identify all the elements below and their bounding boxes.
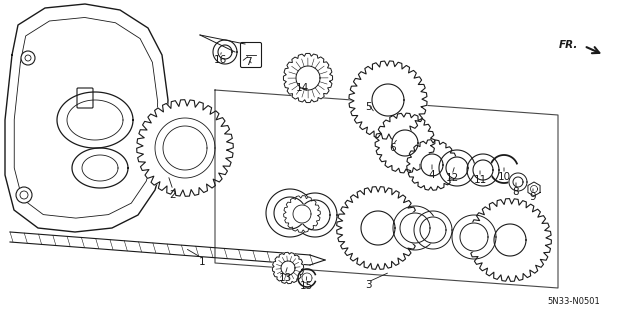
Polygon shape [293, 205, 311, 223]
Circle shape [25, 55, 31, 61]
Polygon shape [57, 92, 133, 148]
Polygon shape [420, 217, 446, 243]
Polygon shape [300, 200, 330, 230]
Polygon shape [293, 193, 337, 237]
Polygon shape [414, 211, 452, 249]
Polygon shape [392, 130, 418, 156]
Polygon shape [473, 160, 493, 180]
Polygon shape [513, 177, 523, 187]
FancyBboxPatch shape [241, 42, 262, 68]
Polygon shape [460, 223, 488, 251]
Polygon shape [361, 211, 395, 245]
Polygon shape [528, 182, 540, 196]
Text: 6: 6 [390, 143, 396, 153]
Text: 11: 11 [474, 175, 486, 185]
Polygon shape [165, 128, 205, 168]
Polygon shape [467, 154, 499, 186]
Text: 16: 16 [213, 55, 227, 65]
Polygon shape [439, 150, 475, 186]
Text: 1: 1 [198, 257, 205, 267]
Polygon shape [273, 252, 303, 284]
Text: 5N33-N0501: 5N33-N0501 [547, 298, 600, 307]
Text: 8: 8 [513, 187, 519, 197]
Text: 12: 12 [445, 173, 459, 183]
Polygon shape [452, 215, 496, 259]
Polygon shape [72, 148, 128, 188]
Polygon shape [349, 61, 427, 139]
Polygon shape [213, 40, 237, 64]
Polygon shape [468, 199, 552, 281]
Polygon shape [494, 224, 526, 256]
Circle shape [16, 187, 32, 203]
Polygon shape [137, 100, 234, 196]
FancyBboxPatch shape [77, 88, 93, 108]
Text: FR.: FR. [559, 40, 578, 50]
Polygon shape [274, 197, 306, 229]
Text: 3: 3 [365, 280, 371, 290]
Text: 10: 10 [497, 172, 511, 182]
Polygon shape [406, 140, 458, 190]
Polygon shape [284, 196, 321, 233]
Text: 13: 13 [278, 273, 292, 283]
Polygon shape [375, 113, 435, 173]
Polygon shape [155, 118, 215, 178]
Polygon shape [400, 213, 430, 243]
Polygon shape [393, 206, 437, 250]
Text: 2: 2 [170, 190, 176, 200]
Circle shape [21, 51, 35, 65]
Polygon shape [446, 157, 468, 179]
Polygon shape [337, 187, 419, 269]
Polygon shape [266, 189, 314, 237]
Polygon shape [421, 154, 443, 176]
Polygon shape [218, 45, 232, 59]
Text: 5: 5 [365, 102, 371, 112]
Polygon shape [163, 126, 207, 170]
Polygon shape [509, 173, 527, 191]
Polygon shape [284, 53, 333, 103]
Polygon shape [5, 4, 168, 232]
Text: 7: 7 [244, 57, 252, 67]
Text: 4: 4 [429, 170, 435, 180]
Text: 15: 15 [300, 281, 312, 291]
Polygon shape [10, 232, 310, 265]
Polygon shape [296, 66, 320, 90]
Text: 9: 9 [530, 192, 536, 202]
Circle shape [20, 191, 28, 199]
Text: 14: 14 [296, 83, 308, 93]
Polygon shape [372, 84, 404, 116]
Polygon shape [281, 261, 295, 275]
